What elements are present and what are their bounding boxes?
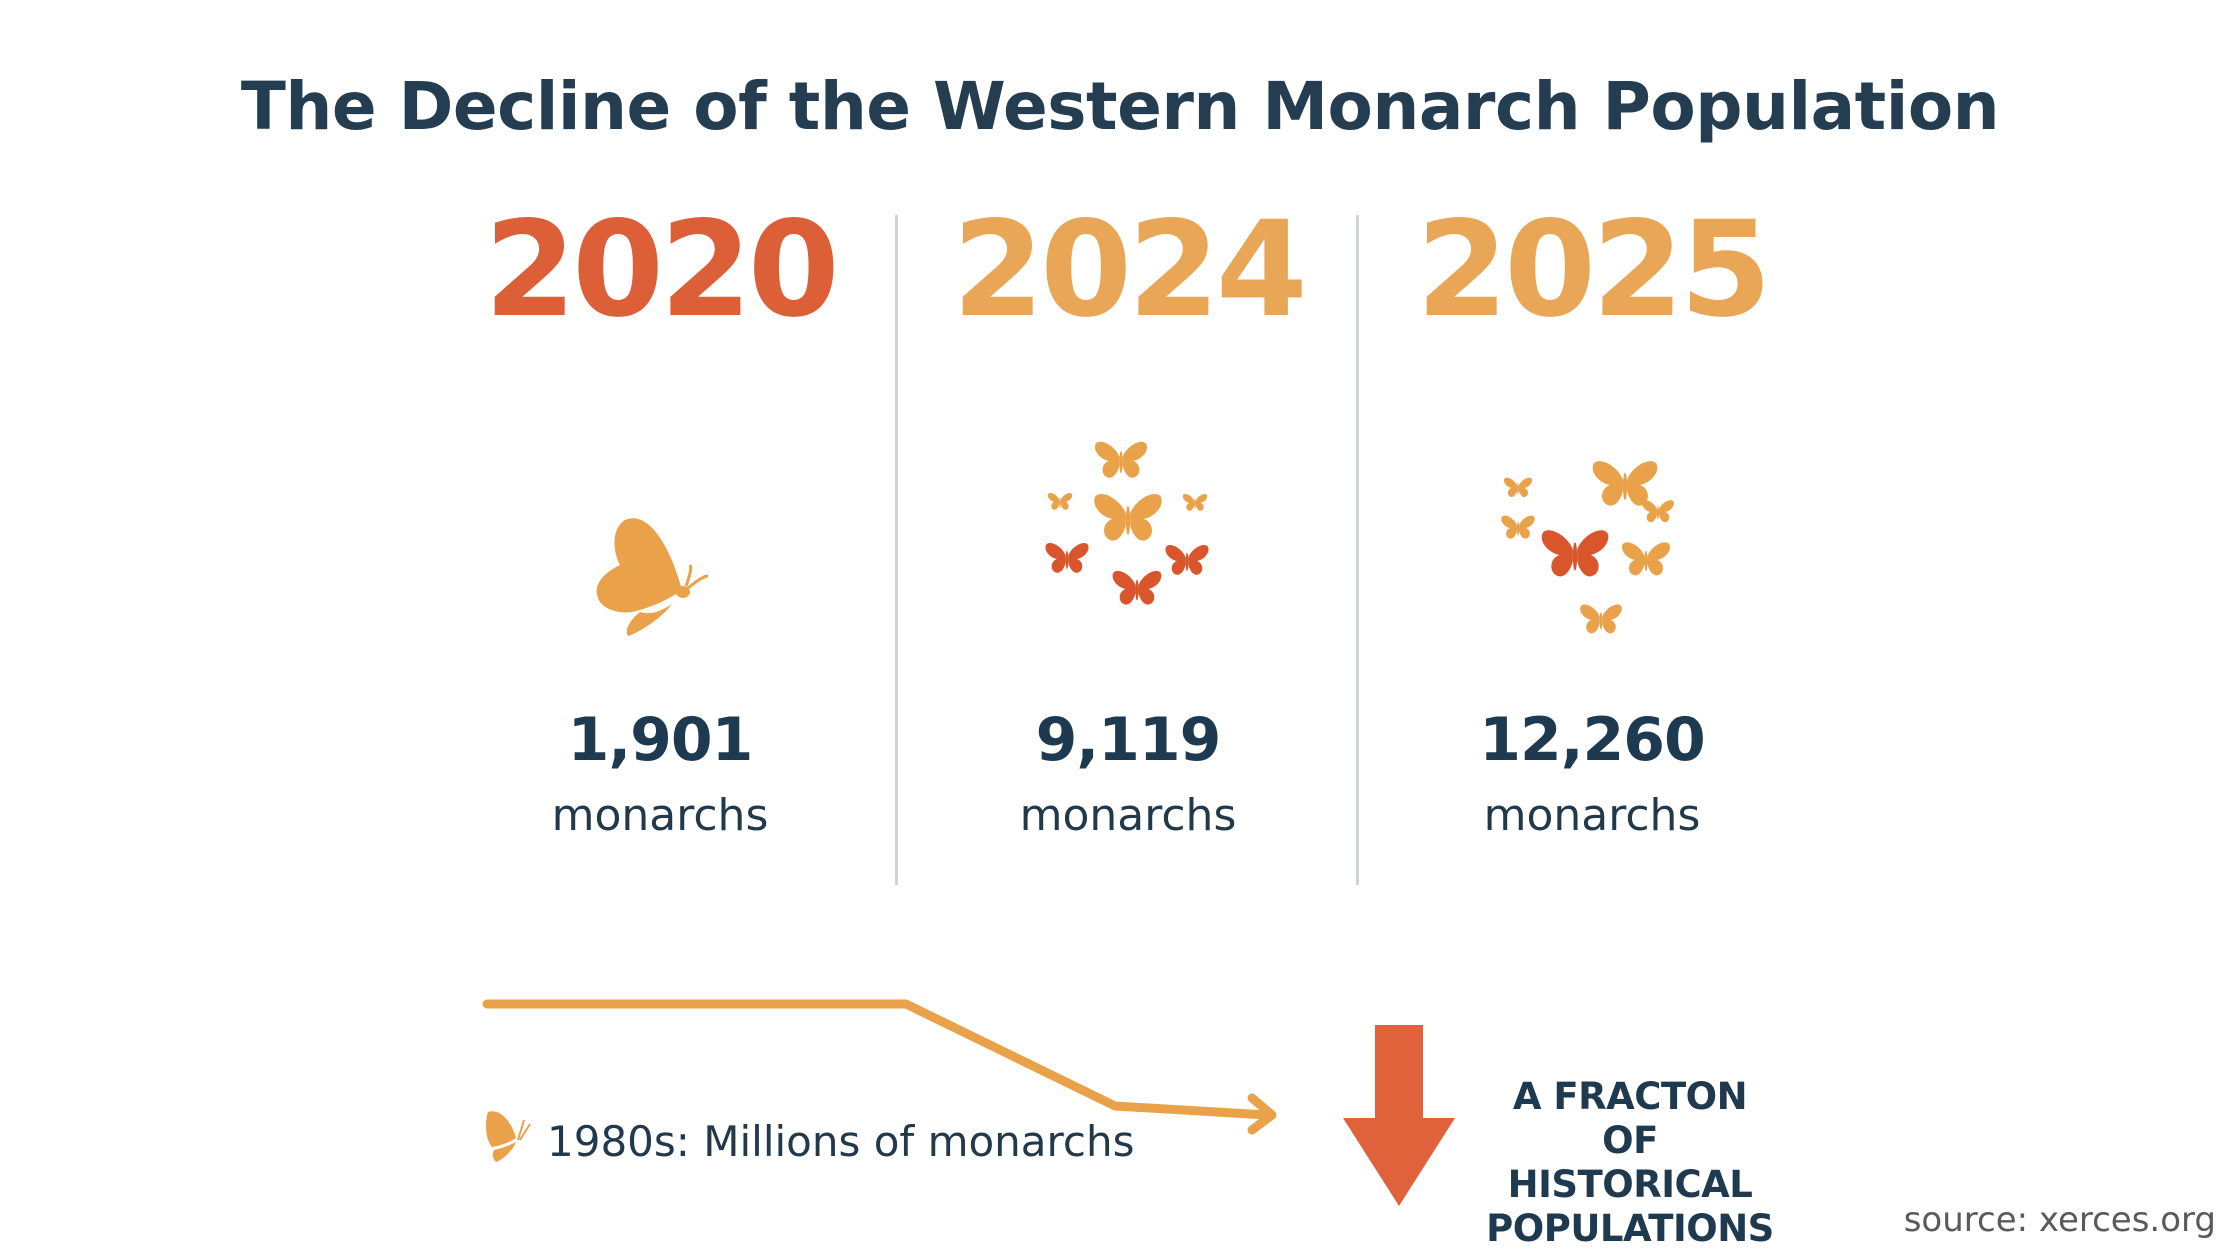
year-column-2025: 2025 12,260 monarchs — [1372, 200, 1812, 900]
population-unit: monarchs — [1483, 790, 1701, 841]
population-unit: monarchs — [1019, 790, 1237, 841]
year-column-2020: 2020 1,901 monarchs — [440, 200, 880, 900]
population-unit: monarchs — [551, 790, 769, 841]
legend-1980s: 1980s: Millions of monarchs — [547, 1117, 1135, 1166]
butterfly-cluster-icon — [1501, 461, 1674, 634]
butterfly-icon — [485, 1111, 531, 1162]
year-label: 2024 — [952, 193, 1307, 347]
year-label: 2020 — [484, 193, 839, 347]
single-butterfly-icon — [596, 518, 709, 636]
column-divider — [895, 215, 898, 885]
page-title: The Decline of the Western Monarch Popul… — [240, 68, 2000, 145]
population-count: 12,260 — [1479, 705, 1706, 775]
callout-line-3: POPULATIONS — [1486, 1207, 1774, 1250]
source-credit: source: xerces.org — [1903, 1200, 2216, 1240]
butterfly-cluster-icon — [1045, 441, 1209, 605]
population-count: 9,119 — [1035, 705, 1222, 775]
population-count: 1,901 — [567, 705, 754, 775]
year-label: 2025 — [1416, 193, 1771, 347]
callout-line-1: A FRACTON — [1512, 1075, 1748, 1118]
year-column-2024: 2024 9,119 monarchs — [908, 200, 1348, 900]
column-divider — [1356, 215, 1359, 885]
callout-line-2: OF HISTORICAL — [1507, 1119, 1753, 1206]
trend-line — [482, 999, 1277, 1135]
down-arrow-icon — [1343, 1025, 1455, 1206]
historical-fraction-callout: A FRACTON OF HISTORICAL POPULATIONS — [1480, 1075, 1780, 1251]
